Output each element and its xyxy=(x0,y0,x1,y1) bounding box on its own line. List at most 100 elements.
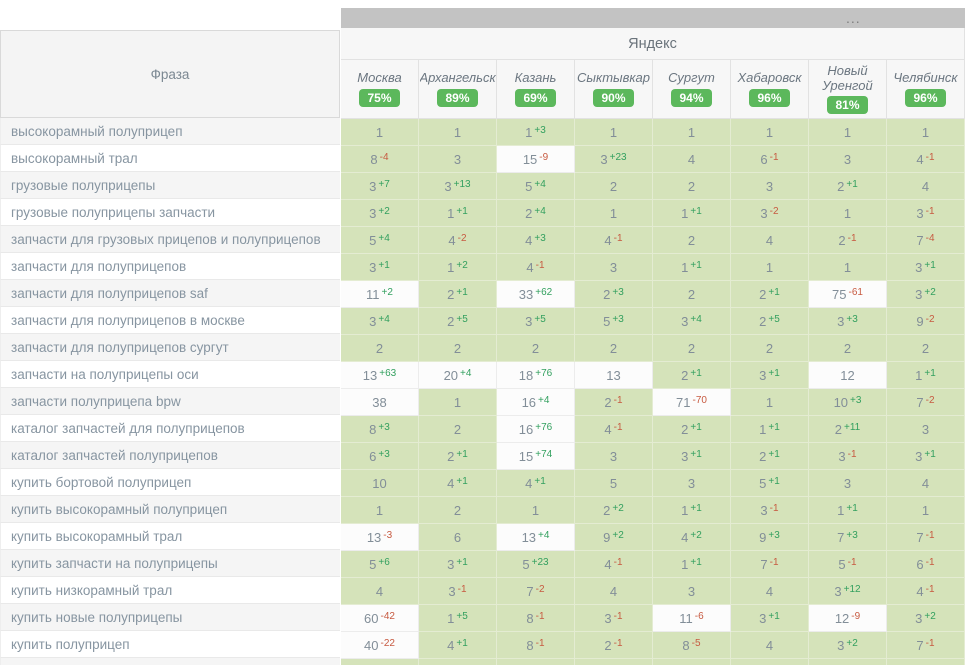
position-cell[interactable]: 3 +1 xyxy=(419,551,497,578)
position-cell[interactable]: 3 +2 xyxy=(809,632,887,659)
position-cell[interactable]: 2 xyxy=(497,335,575,362)
position-cell[interactable]: 3 -1 xyxy=(887,200,965,227)
position-cell[interactable]: 2 xyxy=(809,335,887,362)
position-cell[interactable]: 9 +3 xyxy=(731,524,809,551)
position-cell[interactable]: 16 +4 xyxy=(497,389,575,416)
position-cell[interactable]: 3 -1 xyxy=(575,605,653,632)
phrase-row[interactable]: запчасти для полуприцепов xyxy=(0,253,340,280)
position-cell[interactable]: 4 -1 xyxy=(575,416,653,443)
position-cell[interactable]: 7 +3 xyxy=(809,524,887,551)
position-cell[interactable]: 4 -1 xyxy=(887,578,965,605)
position-cell[interactable]: 4 -1 xyxy=(497,254,575,281)
position-cell[interactable]: 2 xyxy=(653,335,731,362)
position-cell[interactable] xyxy=(341,659,419,665)
city-header[interactable]: Архангельск 89% xyxy=(419,60,497,118)
city-header[interactable]: Сыктывкар 90% xyxy=(575,60,653,118)
position-cell[interactable]: 2 xyxy=(887,335,965,362)
position-cell[interactable]: 1 xyxy=(497,497,575,524)
position-cell[interactable]: 2 +1 xyxy=(731,281,809,308)
position-cell[interactable]: 1 xyxy=(653,119,731,146)
phrase-row[interactable]: запчасти на полуприцепы оси xyxy=(0,361,340,388)
position-cell[interactable]: 1 +1 xyxy=(653,497,731,524)
position-cell[interactable]: 11 +2 xyxy=(341,281,419,308)
position-cell[interactable]: 3 +2 xyxy=(887,605,965,632)
position-cell[interactable]: 13 +4 xyxy=(497,524,575,551)
position-cell[interactable]: 20 +4 xyxy=(419,362,497,389)
position-cell[interactable]: 1 +2 xyxy=(419,254,497,281)
position-cell[interactable]: 4 -1 xyxy=(887,146,965,173)
position-cell[interactable]: 4 xyxy=(341,578,419,605)
position-cell[interactable]: 2 xyxy=(653,173,731,200)
position-cell[interactable]: 9 +2 xyxy=(575,524,653,551)
position-cell[interactable]: 3 +2 xyxy=(887,281,965,308)
position-cell[interactable]: 3 xyxy=(419,146,497,173)
position-cell[interactable] xyxy=(887,659,965,665)
position-cell[interactable]: 2 xyxy=(575,173,653,200)
phrase-row[interactable]: запчасти полуприцепа bpw xyxy=(0,388,340,415)
position-cell[interactable]: 8 -4 xyxy=(341,146,419,173)
position-cell[interactable]: 3 xyxy=(731,173,809,200)
position-cell[interactable]: 1 xyxy=(419,389,497,416)
position-cell[interactable]: 2 +5 xyxy=(419,308,497,335)
position-cell[interactable]: 13 -3 xyxy=(341,524,419,551)
phrase-row[interactable]: купить запчасти на полуприцепы xyxy=(0,550,340,577)
position-cell[interactable]: 1 xyxy=(887,497,965,524)
position-cell[interactable]: 1 xyxy=(809,119,887,146)
position-cell[interactable]: 1 xyxy=(575,200,653,227)
position-cell[interactable]: 3 xyxy=(653,578,731,605)
position-cell[interactable] xyxy=(653,659,731,665)
city-header[interactable]: Челябинск 96% xyxy=(887,60,965,118)
position-cell[interactable]: 3 xyxy=(575,443,653,470)
position-cell[interactable]: 3 -2 xyxy=(731,200,809,227)
position-cell[interactable]: 7 -4 xyxy=(887,227,965,254)
position-cell[interactable]: 4 xyxy=(887,173,965,200)
position-cell[interactable]: 60 -42 xyxy=(341,605,419,632)
position-cell[interactable]: 3 +3 xyxy=(809,308,887,335)
position-cell[interactable]: 8 +3 xyxy=(341,416,419,443)
city-header[interactable]: Казань 69% xyxy=(497,60,575,118)
position-cell[interactable]: 1 xyxy=(887,119,965,146)
phrase-row[interactable]: купить новые полуприцепы xyxy=(0,604,340,631)
phrase-row[interactable]: грузовые полуприцепы запчасти xyxy=(0,199,340,226)
position-cell[interactable]: 1 xyxy=(809,254,887,281)
position-cell[interactable]: 11 -6 xyxy=(653,605,731,632)
position-cell[interactable]: 4 -2 xyxy=(419,227,497,254)
position-cell[interactable]: 5 +3 xyxy=(575,308,653,335)
position-cell[interactable]: 1 +1 xyxy=(887,362,965,389)
city-header[interactable]: Хабаровск 96% xyxy=(731,60,809,118)
position-cell[interactable]: 1 +3 xyxy=(497,119,575,146)
position-cell[interactable]: 6 +3 xyxy=(341,443,419,470)
position-cell[interactable]: 7 -1 xyxy=(887,632,965,659)
columns-options-bar[interactable]: ... xyxy=(341,8,965,28)
position-cell[interactable]: 1 xyxy=(809,200,887,227)
position-cell[interactable]: 2 xyxy=(341,335,419,362)
position-cell[interactable]: 2 -1 xyxy=(575,389,653,416)
position-cell[interactable]: 10 +3 xyxy=(809,389,887,416)
position-cell[interactable]: 2 xyxy=(653,227,731,254)
position-cell[interactable]: 2 +3 xyxy=(575,281,653,308)
position-cell[interactable]: 1 +1 xyxy=(731,416,809,443)
position-cell[interactable]: 1 xyxy=(731,254,809,281)
position-cell[interactable]: 7 -2 xyxy=(497,578,575,605)
position-cell[interactable]: 18 +76 xyxy=(497,362,575,389)
position-cell[interactable]: 9 -2 xyxy=(887,308,965,335)
position-cell[interactable]: 5 +23 xyxy=(497,551,575,578)
position-cell[interactable]: 3 +1 xyxy=(731,605,809,632)
position-cell[interactable]: 3 -1 xyxy=(419,578,497,605)
position-cell[interactable]: 1 xyxy=(341,497,419,524)
position-cell[interactable]: 5 +1 xyxy=(731,470,809,497)
position-cell[interactable]: 3 +23 xyxy=(575,146,653,173)
position-cell[interactable]: 2 +4 xyxy=(497,200,575,227)
position-cell[interactable]: 1 +1 xyxy=(419,200,497,227)
city-header[interactable]: Москва 75% xyxy=(341,60,419,118)
position-cell[interactable]: 8 -5 xyxy=(653,632,731,659)
position-cell[interactable]: 5 -1 xyxy=(809,551,887,578)
phrase-row[interactable]: грузовые полуприцепы xyxy=(0,172,340,199)
position-cell[interactable]: 4 +1 xyxy=(497,470,575,497)
position-cell[interactable]: 3 +1 xyxy=(341,254,419,281)
position-cell[interactable]: 2 xyxy=(419,497,497,524)
position-cell[interactable]: 4 xyxy=(731,578,809,605)
position-cell[interactable]: 6 xyxy=(419,524,497,551)
position-cell[interactable]: 2 -1 xyxy=(809,227,887,254)
phrase-row[interactable]: запчасти для полуприцепов saf xyxy=(0,280,340,307)
